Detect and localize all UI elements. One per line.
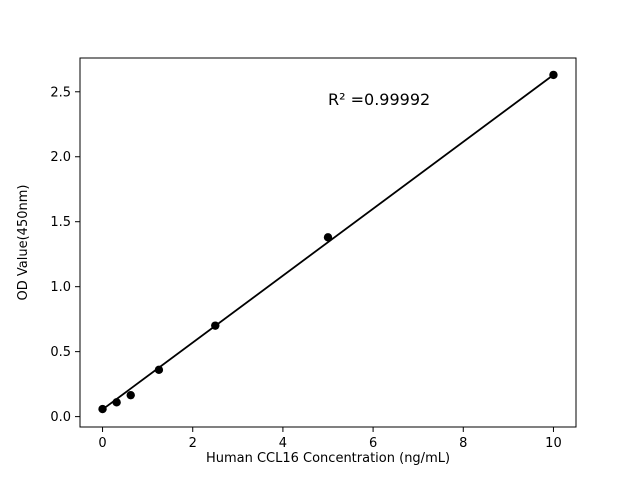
- r-squared-annotation: R² =0.99992: [328, 90, 430, 109]
- y-tick-label: 0.5: [50, 345, 71, 360]
- data-point: [323, 233, 333, 242]
- x-tick-label: 8: [459, 436, 467, 451]
- x-tick-label: 2: [189, 436, 197, 451]
- y-tick-label: 1.0: [50, 280, 71, 295]
- data-point: [126, 390, 135, 400]
- data-point: [549, 70, 558, 80]
- fit-line: [102, 74, 554, 411]
- y-tick-label: 1.5: [50, 215, 71, 230]
- y-tick-label: 0.0: [50, 410, 71, 425]
- data-point: [154, 365, 164, 375]
- y-tick-label: 2.0: [50, 150, 71, 165]
- x-tick-label: 4: [279, 436, 287, 451]
- x-tick-label: 10: [545, 436, 562, 451]
- data-point: [211, 321, 220, 330]
- y-axis-label: OD Value(450nm): [16, 185, 31, 301]
- x-tick-label: 0: [98, 436, 106, 451]
- y-tick-label: 2.5: [50, 85, 71, 100]
- data-point: [112, 398, 121, 407]
- x-axis-label: Human CCL16 Concentration (ng/mL): [206, 451, 450, 466]
- x-tick-label: 6: [369, 436, 377, 451]
- data-point: [98, 404, 107, 414]
